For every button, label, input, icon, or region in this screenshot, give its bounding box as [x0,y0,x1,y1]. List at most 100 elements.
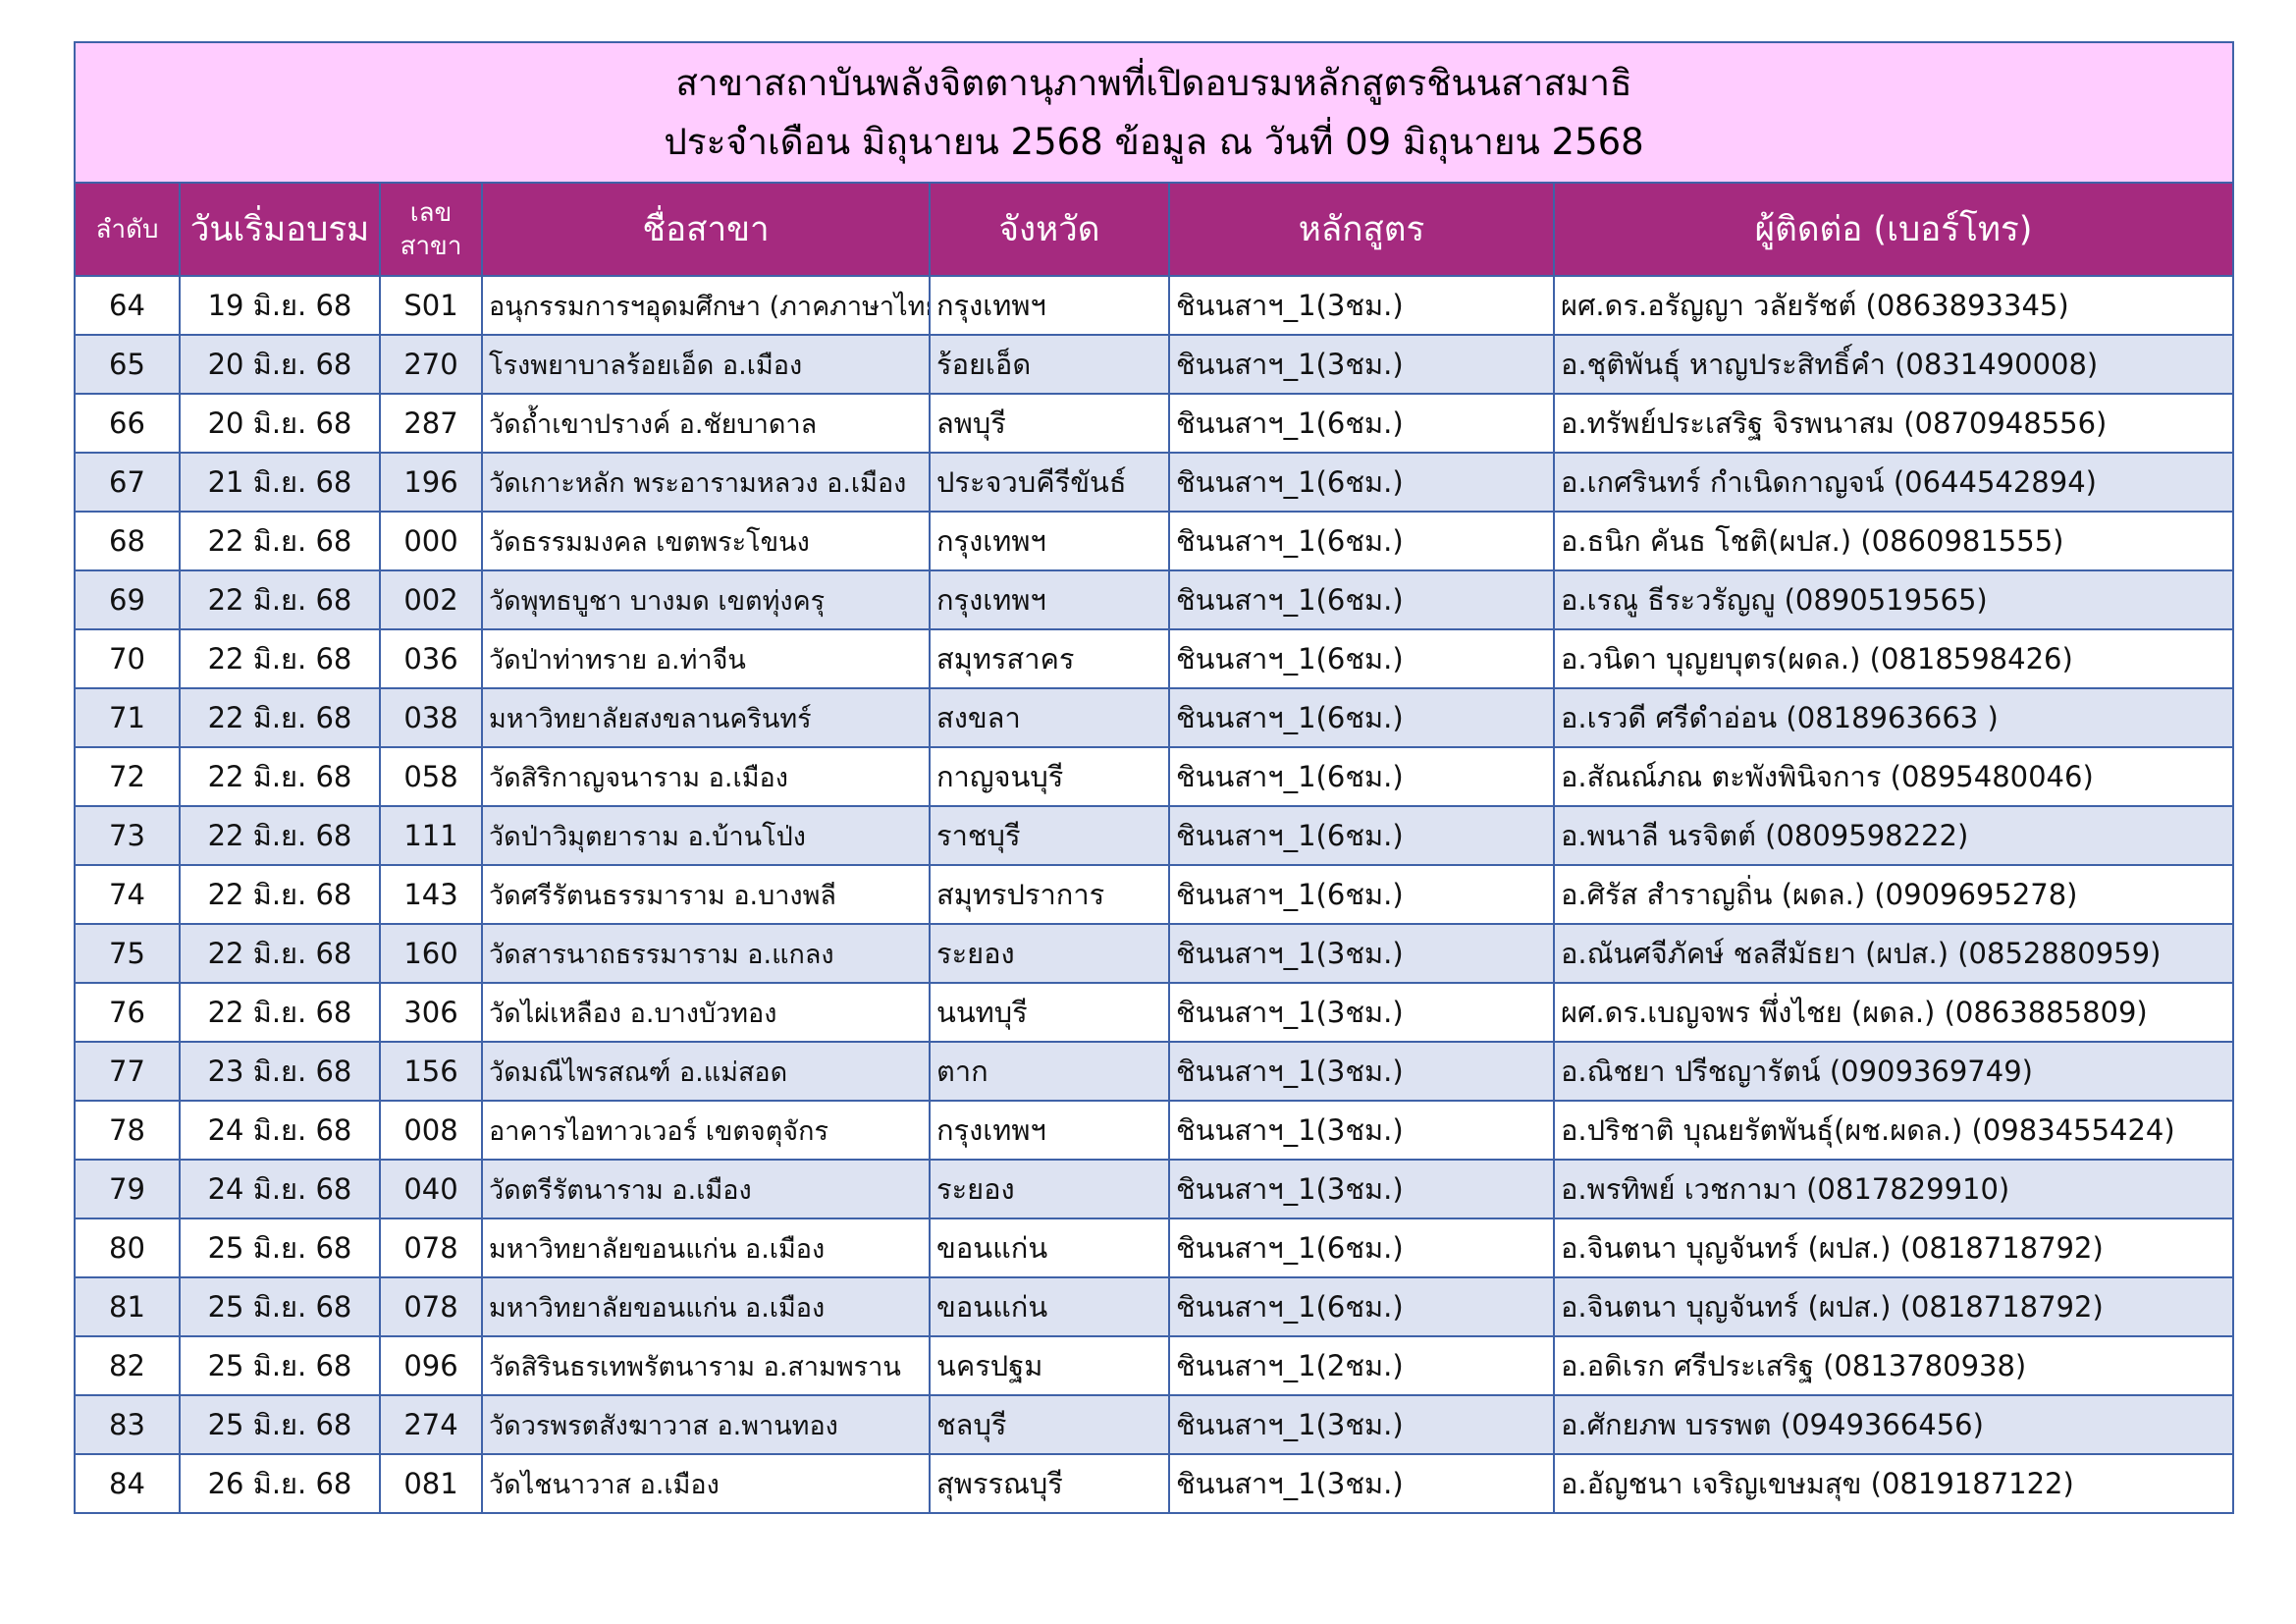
table-cell: มหาวิทยาลัยสงขลานครินทร์ [481,687,931,748]
table-cell: 270 [379,334,483,395]
table-cell: 160 [379,923,483,984]
table-cell: วัดสิริกาญจนาราม อ.เมือง [481,746,931,807]
table-cell: 74 [74,864,181,925]
table-cell: 008 [379,1100,483,1161]
table-cell: วัดสารนาถธรรมาราม อ.แกลง [481,923,931,984]
table-body: สาขาสถาบันพลังจิตตานุภาพที่เปิดอบรมหลักส… [73,41,2235,1514]
table-cell: อ.วนิดา บุญยบุตร(ผดล.) (0818598426) [1552,628,2235,689]
table-row: 72 22 มิ.ย. 68 058 วัดสิริกาญจนาราม อ.เมือง… [74,746,2235,807]
table-cell: 24 มิ.ย. 68 [179,1100,381,1161]
table-cell: โรงพยาบาลร้อยเอ็ด อ.เมือง [481,334,931,395]
table-cell: อ.สัณณ์ภณ ตะพังพินิจการ (0895480046) [1552,746,2235,807]
table-cell: 64 [74,275,181,336]
table-row: 80 25 มิ.ย. 68 078 มหาวิทยาลัยขอนแก่น อ.เมื… [74,1218,2235,1278]
table-cell: ขอนแก่น [929,1276,1170,1337]
table-cell: วัดป่าท่าทราย อ.ท่าจีน [481,628,931,689]
table-cell: ประจวบคีรีขันธ์ [929,452,1170,513]
table-cell: 058 [379,746,483,807]
table-cell: 111 [379,805,483,866]
table-cell: 274 [379,1394,483,1455]
table-cell: มหาวิทยาลัยขอนแก่น อ.เมือง [481,1218,931,1278]
table-cell: ชินนสาฯ_1(3ชม.) [1168,1100,1555,1161]
table-cell: 078 [379,1218,483,1278]
table-cell: ลพบุรี [929,393,1170,454]
table-cell: ชลบุรี [929,1394,1170,1455]
table-cell: 22 มิ.ย. 68 [179,982,381,1043]
table-cell: ระยอง [929,923,1170,984]
table-row: 67 21 มิ.ย. 68 196 วัดเกาะหลัก พระอารามหลวง… [74,452,2235,513]
table-cell: 72 [74,746,181,807]
table-cell: ชินนสาฯ_1(6ชม.) [1168,687,1555,748]
table-cell: อ.ปริชาติ บุณยรัตพันธุ์(ผช.ผดล.) (098345… [1552,1100,2235,1161]
table-cell: วัดถ้ำเขาปรางค์ อ.ชัยบาดาล [481,393,931,454]
table-row: 75 22 มิ.ย. 68 160 วัดสารนาถธรรมาราม อ.แกลง… [74,923,2235,984]
title-row: สาขาสถาบันพลังจิตตานุภาพที่เปิดอบรมหลักส… [73,41,2235,184]
table-cell: 81 [74,1276,181,1337]
table-row: 76 22 มิ.ย. 68 306 วัดไผ่เหลือง อ.บางบัวทอง… [74,982,2235,1043]
table-cell: นครปฐม [929,1335,1170,1396]
table-cell: 22 มิ.ย. 68 [179,805,381,866]
table-cell: 69 [74,569,181,630]
table-cell: 081 [379,1453,483,1514]
table-cell: 24 มิ.ย. 68 [179,1159,381,1219]
column-header: เลข สาขา [379,182,483,277]
table-cell: ชินนสาฯ_1(6ชม.) [1168,569,1555,630]
table-cell: 76 [74,982,181,1043]
table-cell: มหาวิทยาลัยขอนแก่น อ.เมือง [481,1276,931,1337]
table-cell: 196 [379,452,483,513]
table-cell: 287 [379,393,483,454]
table-cell: 80 [74,1218,181,1278]
table-cell: อ.ณิชยา ปรีชญารัตน์ (0909369749) [1552,1041,2235,1102]
table-cell: ชินนสาฯ_1(6ชม.) [1168,1276,1555,1337]
column-header: หลักสูตร [1168,182,1555,277]
table-cell: 143 [379,864,483,925]
table-cell: 79 [74,1159,181,1219]
table-cell: วัดพุทธบูชา บางมด เขตทุ่งครุ [481,569,931,630]
table-cell: วัดศรีรัตนธรรมาราม อ.บางพลี [481,864,931,925]
table-cell: ชินนสาฯ_1(6ชม.) [1168,1218,1555,1278]
table-row: 77 23 มิ.ย. 68 156 วัดมณีไพรสณฑ์ อ.แม่สอด ตา… [74,1041,2235,1102]
table-cell: กรุงเทพฯ [929,275,1170,336]
table-cell: ตาก [929,1041,1170,1102]
table-cell: 036 [379,628,483,689]
table-cell: 68 [74,511,181,571]
table-cell: อนุกรรมการฯอุดมศึกษา (ภาคภาษาไทย) [481,275,931,336]
table-cell: อ.เกศรินทร์ กำเนิดกาญจน์ (0644542894) [1552,452,2235,513]
table-cell: 66 [74,393,181,454]
table-cell: ชินนสาฯ_1(6ชม.) [1168,628,1555,689]
table-row: 71 22 มิ.ย. 68 038 มหาวิทยาลัยสงขลานครินทร์… [74,687,2235,748]
table-cell: ชินนสาฯ_1(6ชม.) [1168,864,1555,925]
table-cell: สมุทรปราการ [929,864,1170,925]
table-cell: อ.เรวดี ศรีดำอ่อน (0818963663 ) [1552,687,2235,748]
table-cell: วัดธรรมมงคล เขตพระโขนง [481,511,931,571]
table-cell: กาญจนบุรี [929,746,1170,807]
table-cell: วัดมณีไพรสณฑ์ อ.แม่สอด [481,1041,931,1102]
table-cell: นนทบุรี [929,982,1170,1043]
table-cell: 002 [379,569,483,630]
table-cell: วัดวรพรตสังฆาวาส อ.พานทอง [481,1394,931,1455]
table-cell: 156 [379,1041,483,1102]
table-cell: อ.อดิเรก ศรีประเสริฐ (0813780938) [1552,1335,2235,1396]
table-cell: อ.พรทิพย์ เวชกามา (0817829910) [1552,1159,2235,1219]
table-row: 69 22 มิ.ย. 68 002 วัดพุทธบูชา บางมด เขตทุ่… [74,569,2235,630]
table-row: 73 22 มิ.ย. 68 111 วัดป่าวิมุตยาราม อ.บ้านโ… [74,805,2235,866]
table-cell: 306 [379,982,483,1043]
table-cell: อ.เรณู ธีระวรัญญู (0890519565) [1552,569,2235,630]
table-cell: 22 มิ.ย. 68 [179,746,381,807]
table-cell: ชินนสาฯ_1(3ชม.) [1168,1041,1555,1102]
table-cell: อ.ธนิก คันธ โชติ(ผปส.) (0860981555) [1552,511,2235,571]
table-cell: 22 มิ.ย. 68 [179,687,381,748]
table-cell: ชินนสาฯ_1(3ชม.) [1168,1394,1555,1455]
table-cell: 25 มิ.ย. 68 [179,1218,381,1278]
table-cell: 67 [74,452,181,513]
column-header: วันเริ่มอบรม [179,182,381,277]
table-cell: 22 มิ.ย. 68 [179,923,381,984]
table-cell: สมุทรสาคร [929,628,1170,689]
table-cell: ชินนสาฯ_1(3ชม.) [1168,1453,1555,1514]
table-cell: ชินนสาฯ_1(6ชม.) [1168,805,1555,866]
table-cell: สุพรรณบุรี [929,1453,1170,1514]
table-cell: ชินนสาฯ_1(3ชม.) [1168,923,1555,984]
table-cell: 040 [379,1159,483,1219]
table-cell: 26 มิ.ย. 68 [179,1453,381,1514]
column-header: ผู้ติดต่อ (เบอร์โทร) [1552,182,2235,277]
